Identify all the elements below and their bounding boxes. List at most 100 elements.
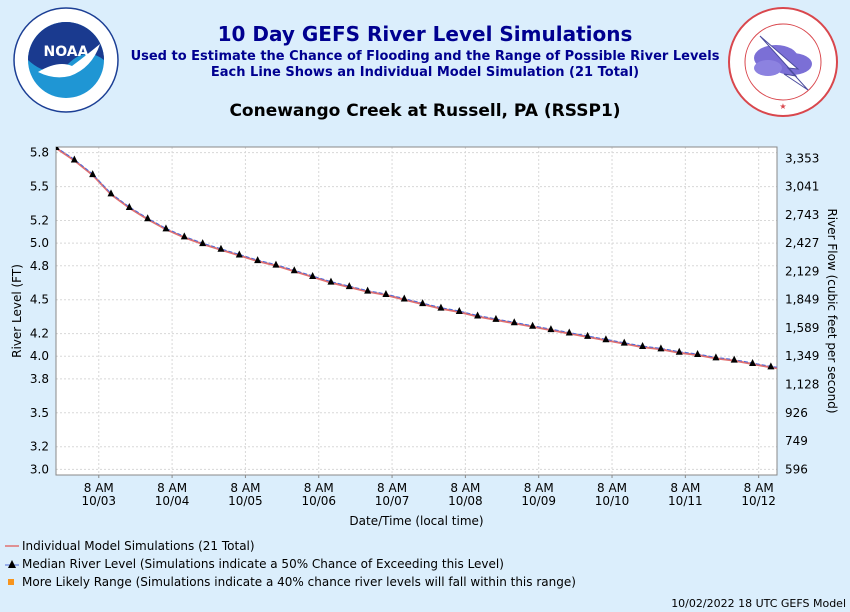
- y2-tick-label: 596: [785, 462, 808, 476]
- x-tick-date-label: 10/07: [375, 494, 410, 508]
- median-point: [419, 299, 427, 307]
- x-tick-date-label: 10/12: [741, 494, 776, 508]
- x-tick-time-label: 8 AM: [377, 481, 407, 495]
- median-point: [529, 321, 537, 329]
- y-tick-label: 3.8: [30, 372, 49, 386]
- y2-tick-label: 2,129: [785, 264, 819, 278]
- x-tick-date-label: 10/06: [301, 494, 336, 508]
- median-point: [712, 353, 720, 361]
- median-point: [474, 311, 482, 319]
- median-point: [309, 271, 317, 279]
- x-tick-time-label: 8 AM: [744, 481, 774, 495]
- plot-area: [56, 147, 777, 475]
- median-point: [492, 314, 500, 322]
- x-tick-time-label: 8 AM: [524, 481, 554, 495]
- svg-text:NOAA: NOAA: [44, 44, 89, 60]
- median-point: [767, 362, 775, 370]
- median-point: [602, 335, 610, 343]
- median-point: [749, 359, 757, 367]
- median-point: [70, 155, 78, 163]
- median-point: [272, 260, 280, 268]
- median-point: [89, 170, 97, 178]
- x-tick-date-label: 10/11: [668, 494, 703, 508]
- median-point: [345, 282, 353, 290]
- x-tick-time-label: 8 AM: [304, 481, 334, 495]
- median-point: [56, 147, 60, 150]
- y2-axis-label: River Flow (cubic feet per second): [825, 208, 839, 413]
- location-title: Conewango Creek at Russell, PA (RSSP1): [229, 101, 621, 121]
- river-level-chart: 3.0 3.2 3.5 3.8 4.0 4.2 4.5 4.8 5.0 5.2 5.5 5.8 8 AM…: [10, 146, 839, 528]
- legend-label-simulations: Individual Model Simulations (21 Total): [22, 539, 255, 553]
- x-axis-label: Date/Time (local time): [349, 514, 483, 528]
- model-run-footer: 10/02/2022 18 UTC GEFS Model: [671, 597, 846, 610]
- x-tick-date-label: 10/09: [521, 494, 556, 508]
- x-tick-date-label: 10/05: [228, 494, 263, 508]
- chart-title: 10 Day GEFS River Level Simulations: [217, 22, 633, 46]
- median-point: [199, 239, 207, 247]
- y-tick-label: 4.8: [30, 259, 49, 273]
- y-tick-label: 5.8: [30, 146, 49, 160]
- y-tick-label: 4.5: [30, 293, 49, 307]
- y2-tick-label: 3,353: [785, 151, 819, 165]
- legend: Individual Model Simulations (21 Total) …: [5, 537, 576, 591]
- median-point: [400, 294, 408, 302]
- x-tick-time-label: 8 AM: [84, 481, 114, 495]
- x-tick-time-label: 8 AM: [450, 481, 480, 495]
- median-point: [125, 202, 133, 210]
- y-tick-label: 5.2: [30, 214, 49, 228]
- x-tick-time-label: 8 AM: [597, 481, 627, 495]
- y-tick-label: 3.2: [30, 440, 49, 454]
- median-point: [235, 250, 243, 258]
- y-axis-label: River Level (FT): [10, 264, 24, 358]
- median-point: [620, 338, 628, 346]
- median-point: [382, 290, 390, 298]
- median-point: [657, 344, 665, 352]
- median-point: [290, 266, 298, 274]
- y2-tick-label: 2,743: [785, 208, 819, 222]
- y-tick-label: 3.5: [30, 406, 49, 420]
- x-tick-date-label: 10/10: [595, 494, 630, 508]
- svg-text:★: ★: [779, 102, 786, 111]
- y-tick-label: 3.0: [30, 462, 49, 476]
- y2-tick-label: 1,589: [785, 321, 819, 335]
- median-point: [694, 349, 702, 357]
- likely-range-square-icon: [5, 576, 19, 588]
- legend-item-simulations: Individual Model Simulations (21 Total): [5, 537, 576, 555]
- legend-item-median: Median River Level (Simulations indicate…: [5, 555, 576, 573]
- median-point: [107, 189, 115, 197]
- nws-logo: ★: [728, 7, 838, 117]
- x-tick-date-label: 10/04: [155, 494, 190, 508]
- plot-border: [55, 146, 778, 476]
- y-tick-label: 4.0: [30, 349, 49, 363]
- legend-label-likely-range: More Likely Range (Simulations indicate …: [22, 575, 576, 589]
- median-point: [730, 355, 738, 363]
- median-point: [364, 286, 372, 294]
- y-tick-label: 5.0: [30, 236, 49, 250]
- y-tick-label: 5.5: [30, 180, 49, 194]
- median-point: [675, 347, 683, 355]
- legend-label-median: Median River Level (Simulations indicate…: [22, 557, 504, 571]
- median-point: [639, 342, 647, 350]
- y2-tick-label: 926: [785, 406, 808, 420]
- median-point: [162, 224, 170, 232]
- y2-tick-label: 1,128: [785, 378, 819, 392]
- simulation-line-icon: [5, 540, 19, 552]
- x-tick-time-label: 8 AM: [670, 481, 700, 495]
- x-tick-time-label: 8 AM: [230, 481, 260, 495]
- median-point: [144, 214, 152, 222]
- y2-tick-label: 3,041: [785, 180, 819, 194]
- x-tick-date-label: 10/08: [448, 494, 483, 508]
- median-point: [510, 318, 518, 326]
- median-triangle-icon: [5, 558, 19, 570]
- median-point: [565, 328, 573, 336]
- y2-tick-label: 2,427: [785, 236, 819, 250]
- chart-subtitle-2: Each Line Shows an Individual Model Simu…: [210, 65, 640, 80]
- median-point: [584, 331, 592, 339]
- legend-item-likely-range: More Likely Range (Simulations indicate …: [5, 573, 576, 591]
- x-tick-time-label: 8 AM: [157, 481, 187, 495]
- median-point: [455, 307, 463, 314]
- median-point: [547, 325, 555, 333]
- median-point: [437, 303, 445, 311]
- y-tick-label: 4.2: [30, 327, 49, 341]
- median-point: [327, 277, 335, 285]
